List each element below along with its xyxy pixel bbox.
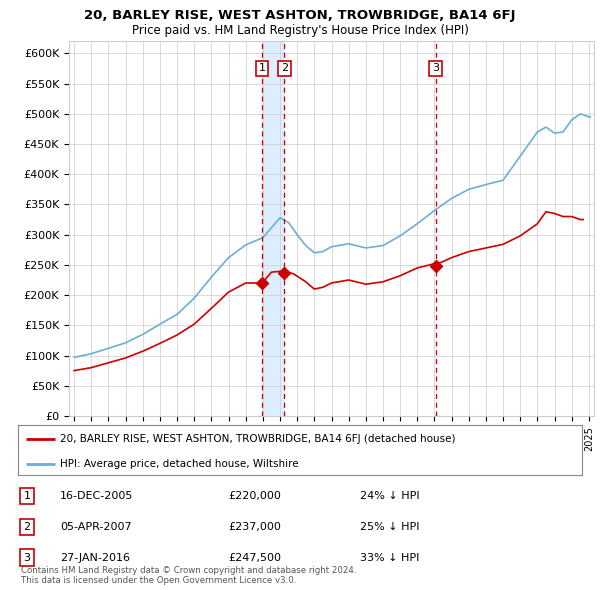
Text: 24% ↓ HPI: 24% ↓ HPI [360, 491, 419, 501]
Text: 33% ↓ HPI: 33% ↓ HPI [360, 553, 419, 562]
Text: £237,000: £237,000 [228, 522, 281, 532]
Text: 1: 1 [259, 64, 266, 74]
Text: £247,500: £247,500 [228, 553, 281, 562]
Text: 3: 3 [23, 553, 31, 562]
Text: 20, BARLEY RISE, WEST ASHTON, TROWBRIDGE, BA14 6FJ (detached house): 20, BARLEY RISE, WEST ASHTON, TROWBRIDGE… [60, 434, 456, 444]
Text: 2: 2 [281, 64, 288, 74]
Text: 3: 3 [432, 64, 439, 74]
Text: 25% ↓ HPI: 25% ↓ HPI [360, 522, 419, 532]
Text: £220,000: £220,000 [228, 491, 281, 501]
Text: 20, BARLEY RISE, WEST ASHTON, TROWBRIDGE, BA14 6FJ: 20, BARLEY RISE, WEST ASHTON, TROWBRIDGE… [84, 9, 516, 22]
Text: Contains HM Land Registry data © Crown copyright and database right 2024.
This d: Contains HM Land Registry data © Crown c… [21, 566, 356, 585]
Bar [262, 41, 284, 416]
Text: 16-DEC-2005: 16-DEC-2005 [60, 491, 133, 501]
Text: Price paid vs. HM Land Registry's House Price Index (HPI): Price paid vs. HM Land Registry's House … [131, 24, 469, 37]
Text: HPI: Average price, detached house, Wiltshire: HPI: Average price, detached house, Wilt… [60, 459, 299, 469]
Text: 1: 1 [23, 491, 31, 501]
Text: 05-APR-2007: 05-APR-2007 [60, 522, 131, 532]
Text: 2: 2 [23, 522, 31, 532]
Text: 27-JAN-2016: 27-JAN-2016 [60, 553, 130, 562]
